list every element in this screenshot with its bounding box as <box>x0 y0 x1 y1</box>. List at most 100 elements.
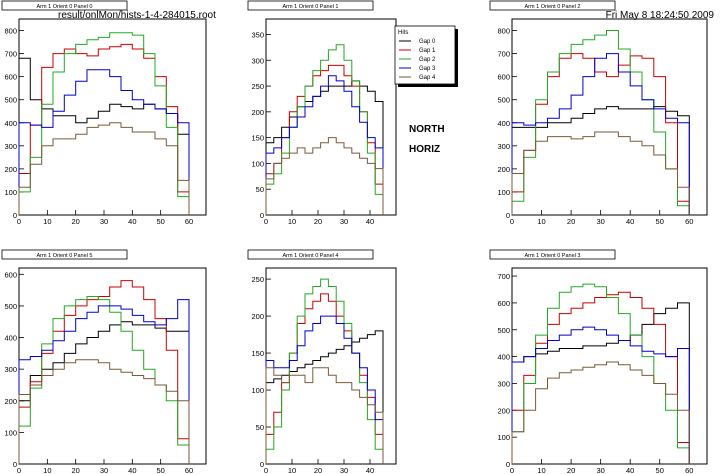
series-line-gap-0 <box>18 321 190 464</box>
x-tick-label: 60 <box>185 217 193 226</box>
x-tick-label: 10 <box>537 466 545 474</box>
x-tick-label: 20 <box>71 466 79 474</box>
y-tick-label: 0 <box>13 460 17 469</box>
series-line-gap-1 <box>265 64 384 215</box>
y-tick-label: 100 <box>497 188 510 197</box>
series-line-gap-4 <box>511 131 690 215</box>
panel-title-box <box>489 0 616 11</box>
series-line-gap-2 <box>511 30 690 215</box>
x-tick-label: 50 <box>156 466 164 474</box>
y-tick-label: 250 <box>251 275 264 284</box>
x-tick-label: 40 <box>626 466 634 474</box>
y-tick-label: 50 <box>256 185 264 194</box>
series-line-gap-2 <box>18 296 190 464</box>
x-tick-label: 0 <box>264 466 268 474</box>
y-tick-label: 150 <box>251 134 264 143</box>
series-line-gap-4 <box>511 361 690 464</box>
series-line-gap-1 <box>18 43 190 215</box>
x-tick-label: 20 <box>314 466 322 474</box>
y-tick-label: 200 <box>4 397 17 406</box>
series-line-gap-1 <box>511 53 690 215</box>
x-tick-label: 50 <box>656 217 664 226</box>
series-line-gap-4 <box>18 122 190 215</box>
y-tick-label: 100 <box>497 433 510 442</box>
y-tick-label: 50 <box>256 423 264 432</box>
series-line-gap-1 <box>511 291 690 464</box>
series-line-gap-2 <box>511 283 690 464</box>
panel-title-box <box>247 249 374 260</box>
y-tick-label: 0 <box>13 211 17 220</box>
panel-title: Arm 1 Orient 0 Panel 0 <box>37 4 93 10</box>
x-tick-label: 30 <box>100 466 108 474</box>
panel-title: Arm 1 Orient 0 Panel 5 <box>37 253 93 259</box>
series-line-gap-3 <box>265 75 384 215</box>
x-tick-label: 0 <box>510 217 514 226</box>
x-tick-label: 0 <box>264 217 268 226</box>
x-tick-label: 50 <box>656 466 664 474</box>
x-tick-label: 40 <box>366 217 374 226</box>
y-tick-label: 200 <box>497 406 510 415</box>
series-line-gap-4 <box>265 367 384 464</box>
x-tick-label: 20 <box>567 466 575 474</box>
x-tick-label: 10 <box>288 217 296 226</box>
panel-title-box <box>1 249 128 260</box>
y-tick-label: 500 <box>4 302 17 311</box>
x-tick-label: 60 <box>685 466 693 474</box>
y-tick-label: 200 <box>4 165 17 174</box>
panel-title-box <box>489 249 616 260</box>
y-tick-label: 250 <box>251 82 264 91</box>
x-tick-label: 50 <box>156 217 164 226</box>
y-tick-label: 700 <box>497 50 510 59</box>
y-tick-label: 100 <box>4 188 17 197</box>
x-tick-label: 40 <box>128 217 136 226</box>
series-line-gap-2 <box>18 32 190 215</box>
file-path-label: result/onlMon/hists-1-4-284015.root <box>58 10 216 21</box>
series-line-gap-4 <box>18 359 190 464</box>
y-tick-label: 600 <box>497 73 510 82</box>
y-tick-label: 400 <box>4 119 17 128</box>
panel-title: Arm 1 Orient 0 Panel 3 <box>525 253 581 259</box>
series-line-gap-1 <box>265 293 384 464</box>
x-tick-label: 30 <box>340 217 348 226</box>
y-tick-label: 0 <box>506 211 510 220</box>
legend-entry: Gap 0 <box>419 39 436 45</box>
legend-entry: Gap 1 <box>419 48 436 54</box>
y-tick-label: 300 <box>497 142 510 151</box>
y-tick-label: 700 <box>497 272 510 281</box>
x-tick-label: 10 <box>537 217 545 226</box>
series-line-gap-3 <box>265 315 384 464</box>
y-tick-label: 800 <box>497 27 510 36</box>
panel-title: Arm 1 Orient 0 Panel 1 <box>283 4 339 10</box>
x-tick-label: 30 <box>340 466 348 474</box>
x-tick-label: 60 <box>685 217 693 226</box>
y-tick-label: 300 <box>251 56 264 65</box>
x-tick-label: 20 <box>314 217 322 226</box>
series-line-gap-3 <box>18 69 190 215</box>
panel-title-box <box>247 0 374 11</box>
y-tick-label: 150 <box>251 349 264 358</box>
y-tick-label: 0 <box>506 460 510 469</box>
y-tick-label: 400 <box>497 119 510 128</box>
x-tick-label: 60 <box>185 466 193 474</box>
series-line-gap-4 <box>265 137 384 215</box>
y-tick-label: 0 <box>260 460 264 469</box>
y-tick-label: 100 <box>251 386 264 395</box>
series-line-gap-0 <box>18 57 190 215</box>
x-tick-label: 0 <box>17 466 21 474</box>
y-tick-label: 200 <box>497 165 510 174</box>
series-line-gap-3 <box>511 326 690 464</box>
legend-entry: Gap 2 <box>419 57 436 63</box>
x-tick-label: 30 <box>596 466 604 474</box>
y-tick-label: 500 <box>4 96 17 105</box>
plot-frame <box>265 18 397 216</box>
annotation-north: NORTH <box>409 124 445 135</box>
legend-entry: Gap 3 <box>419 66 436 72</box>
legend-entry: Gap 4 <box>419 75 436 81</box>
series-line-gap-0 <box>265 80 384 215</box>
y-tick-label: 600 <box>4 73 17 82</box>
x-tick-label: 20 <box>71 217 79 226</box>
plot-frame <box>511 18 708 216</box>
panel-title: Arm 1 Orient 0 Panel 4 <box>283 253 339 259</box>
x-tick-label: 40 <box>366 466 374 474</box>
